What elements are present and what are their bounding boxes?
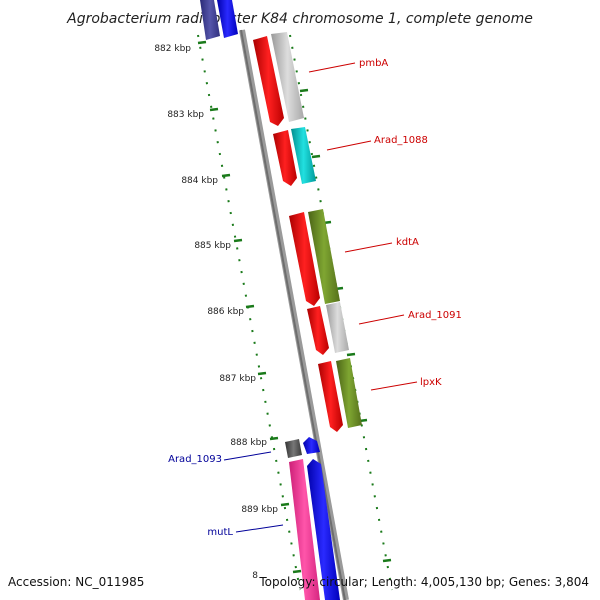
gene-arad1088-red[interactable] <box>273 130 297 186</box>
tick-label-886: 886 kbp <box>207 307 244 317</box>
genome-backbone-core <box>240 29 346 600</box>
gene-top-blue[interactable] <box>217 0 238 38</box>
leader-lines-red <box>308 62 418 391</box>
tick-label-888: 888 kbp <box>230 438 267 448</box>
gene-arad1091-red[interactable] <box>307 306 329 355</box>
label-kdtA[interactable]: kdtA <box>396 237 419 248</box>
gene-arad1093-partner[interactable] <box>303 437 320 454</box>
gene-mutL-partner[interactable] <box>289 459 320 600</box>
tick-label-883: 883 kbp <box>167 110 204 120</box>
tick-marks <box>197 40 302 574</box>
gene-lpxK-red[interactable] <box>318 361 343 432</box>
tick-label-889: 889 kbp <box>241 505 278 515</box>
label-arad1093[interactable]: Arad_1093 <box>168 454 222 465</box>
label-arad1088[interactable]: Arad_1088 <box>374 135 428 146</box>
label-pmbA[interactable]: pmbA <box>359 58 388 69</box>
gene-top-navy[interactable] <box>200 0 220 40</box>
gene-arad1091[interactable] <box>326 302 349 353</box>
gene-pmbA-partner[interactable] <box>271 32 304 122</box>
gene-lpxK[interactable] <box>336 358 362 428</box>
label-mutL[interactable]: mutL <box>207 527 233 538</box>
leader-lines-blue <box>223 451 284 533</box>
tick-label-884: 884 kbp <box>181 176 218 186</box>
gene-arad1088[interactable] <box>291 127 316 184</box>
label-lpxK[interactable]: lpxK <box>420 377 442 388</box>
tick-label-890: 8 <box>252 571 258 581</box>
gene-kdtA-red[interactable] <box>289 212 320 306</box>
gene-arad1093[interactable] <box>285 439 302 458</box>
map-title: Agrobacterium radiobacter K84 chromosome… <box>66 11 533 27</box>
tick-label-882: 882 kbp <box>154 44 191 54</box>
accession-text: Accession: NC_011985 <box>8 575 144 589</box>
gene-mutL[interactable] <box>307 459 340 600</box>
gene-kdtA[interactable] <box>308 209 340 304</box>
tick-label-887: 887 kbp <box>219 374 256 384</box>
genome-summary-text: Topology: circular; Length: 4,005,130 bp… <box>258 575 589 589</box>
label-arad1091[interactable]: Arad_1091 <box>408 310 462 321</box>
tick-label-885: 885 kbp <box>194 241 231 251</box>
gene-pmbA[interactable] <box>253 36 284 126</box>
